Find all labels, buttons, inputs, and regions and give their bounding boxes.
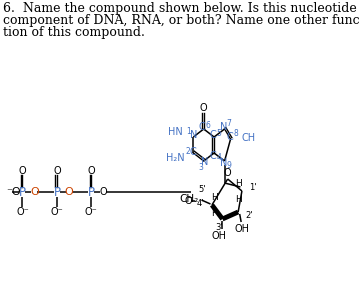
Text: O: O xyxy=(30,187,39,197)
Text: O: O xyxy=(19,166,26,176)
Text: 3': 3' xyxy=(215,224,223,232)
Text: ⁻O: ⁻O xyxy=(6,187,20,197)
Text: 1': 1' xyxy=(250,183,257,193)
Text: tion of this compound.: tion of this compound. xyxy=(3,26,145,39)
Text: O⁻: O⁻ xyxy=(85,207,98,217)
Text: component of DNA, RNA, or both? Name one other func-: component of DNA, RNA, or both? Name one… xyxy=(3,14,359,27)
Text: 8: 8 xyxy=(233,129,238,139)
Text: 1: 1 xyxy=(186,127,191,137)
Text: C: C xyxy=(198,122,205,132)
Text: CH: CH xyxy=(241,133,255,143)
Text: H: H xyxy=(236,179,242,187)
Text: O⁻: O⁻ xyxy=(16,207,29,217)
Text: O: O xyxy=(99,187,107,197)
Text: O⁻: O⁻ xyxy=(51,207,63,217)
Text: OH: OH xyxy=(234,224,250,234)
Text: N: N xyxy=(220,158,228,168)
Text: 4: 4 xyxy=(216,154,221,162)
Text: O: O xyxy=(65,187,73,197)
Text: 3: 3 xyxy=(198,162,203,172)
Text: P: P xyxy=(88,185,95,199)
Text: N: N xyxy=(220,122,228,132)
Text: C: C xyxy=(209,130,216,140)
Text: 6.  Name the compound shown below. Is this nucleotide a: 6. Name the compound shown below. Is thi… xyxy=(3,2,359,15)
Text: H: H xyxy=(211,193,218,201)
Text: C: C xyxy=(210,151,217,161)
Text: C: C xyxy=(227,132,233,142)
Text: H: H xyxy=(236,195,242,203)
Text: 5: 5 xyxy=(216,129,221,137)
Text: O: O xyxy=(224,168,232,178)
Text: N: N xyxy=(190,130,198,140)
Text: 2: 2 xyxy=(186,148,191,156)
Text: C: C xyxy=(189,147,196,157)
Text: 4': 4' xyxy=(196,199,204,208)
Text: O: O xyxy=(88,166,95,176)
Text: 7: 7 xyxy=(227,119,232,129)
Text: O: O xyxy=(200,103,208,113)
Text: HN: HN xyxy=(168,127,183,137)
Text: P: P xyxy=(19,185,26,199)
Text: O: O xyxy=(53,166,61,176)
Text: 5': 5' xyxy=(199,185,206,195)
Text: CH₂: CH₂ xyxy=(179,194,199,204)
Text: H: H xyxy=(211,208,218,218)
Text: O: O xyxy=(184,196,192,206)
Text: H₂N: H₂N xyxy=(166,153,185,163)
Text: 2': 2' xyxy=(246,212,253,220)
Text: N: N xyxy=(201,157,208,167)
Text: 9: 9 xyxy=(227,162,232,170)
Text: OH: OH xyxy=(212,231,227,241)
Text: 6: 6 xyxy=(206,121,211,129)
Text: P: P xyxy=(53,185,60,199)
